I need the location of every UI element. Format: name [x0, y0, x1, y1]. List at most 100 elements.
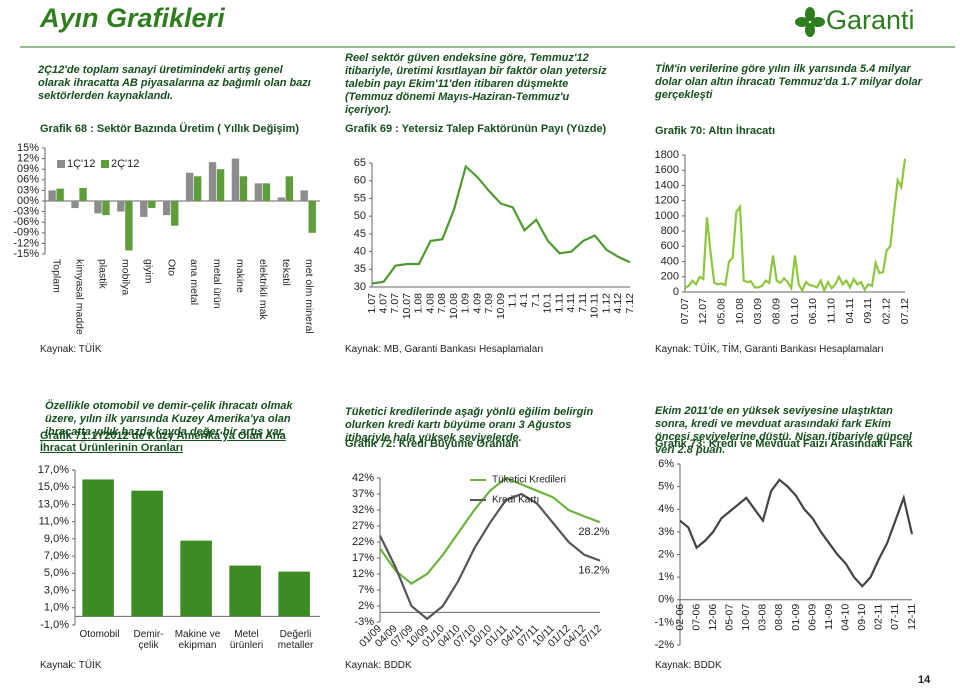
chart-title: Grafik 73: Kredi ve Mevduat Faizi Arasın…: [655, 438, 913, 450]
bar: [180, 540, 212, 617]
x-tick-label: 05.08: [715, 298, 727, 324]
x-tick-label: 08.09: [770, 298, 782, 324]
logo-text: Garanti: [826, 5, 915, 35]
chart-title: Grafik 68 : Sektör Bazında Üretim ( Yıll…: [40, 123, 299, 135]
x-tick-label: ana metal: [188, 259, 200, 305]
x-tick-label: 1.09: [460, 293, 472, 314]
y-tick-label: 2%: [658, 548, 674, 560]
x-tick-label: 02.12: [880, 298, 892, 324]
bar: [208, 162, 217, 201]
x-tick-label: 4.08: [424, 293, 436, 314]
x-tick-label: Toplam: [51, 259, 63, 293]
bar: [239, 176, 248, 201]
bar: [140, 201, 148, 217]
source: Kaynak: MB, Garanti Bankası Hesaplamalar…: [345, 344, 544, 355]
y-tick-label: 1800: [655, 149, 679, 161]
bar: [102, 201, 110, 216]
y-tick-label: 35: [354, 263, 366, 275]
y-tick-label: 13,0%: [38, 498, 69, 510]
x-tick-label: 03.09: [752, 298, 764, 324]
bar: [163, 201, 171, 216]
bar: [285, 176, 294, 201]
bar: [125, 201, 133, 251]
legend-label: Tüketici Kredileri: [492, 475, 566, 486]
x-tick-label: 06-09: [806, 604, 818, 631]
panel-text: Ekim 2011'de en yüksek seviyesine ulaştı…: [655, 405, 912, 456]
y-tick-label: 0%: [658, 594, 674, 606]
x-tick-label: 10.08: [448, 293, 460, 319]
y-tick-label: 09%: [17, 163, 39, 175]
x-tick-label: 04.11: [844, 298, 856, 324]
bar: [231, 158, 240, 201]
y-tick-label: 1600: [655, 164, 679, 176]
y-tick-label: -3%: [354, 616, 374, 628]
bar: [278, 571, 310, 617]
y-tick-label: 800: [661, 225, 679, 237]
x-tick-label: 7.07: [389, 293, 401, 314]
y-tick-label: 50: [354, 210, 366, 222]
x-tick-label: 07-11: [889, 604, 901, 630]
x-tick-label: Otomobil: [79, 629, 120, 640]
y-tick-label: 1%: [658, 571, 674, 583]
y-tick-label: 06%: [17, 174, 39, 186]
x-tick-label: 03-08: [757, 604, 769, 631]
y-tick-label: 6%: [658, 458, 674, 470]
x-tick-label: metal ürün: [211, 259, 223, 309]
y-tick-label: 5,0%: [44, 567, 69, 579]
legend-label: 1Ç'12: [67, 158, 95, 170]
y-tick-label: 32%: [352, 504, 374, 516]
bar: [185, 172, 194, 201]
bar: [71, 201, 79, 209]
x-tick-label: 10.08: [734, 298, 746, 324]
value-label: 28.2%: [578, 526, 609, 538]
x-tick-label: 7.08: [436, 293, 448, 314]
x-tick-label: 7.12: [624, 293, 636, 314]
x-tick-label: kimyasal madde: [74, 259, 86, 335]
y-tick-label: 17,0%: [38, 464, 69, 476]
x-tick-label: 1.11: [553, 293, 565, 313]
bar: [48, 190, 56, 201]
x-tick-label: 1.08: [413, 293, 425, 314]
chart-title: Grafik 70: Altın İhracatı: [655, 125, 776, 137]
bar: [277, 197, 285, 201]
y-tick-label: 15,0%: [38, 481, 69, 493]
bar: [82, 479, 114, 617]
x-tick-label: 10.07: [401, 293, 413, 319]
y-tick-label: 03%: [17, 184, 39, 196]
chart-title: Grafik 71:1Y2012 de Kuzy Amerika'ya Olan…: [40, 430, 286, 454]
y-tick-label: 3%: [658, 526, 674, 538]
bar: [193, 176, 202, 201]
y-tick-label: 200: [661, 271, 679, 283]
y-tick-label: 1200: [655, 195, 679, 207]
x-tick-label: met olm mineral: [303, 259, 315, 334]
x-tick-label: 07.07: [679, 298, 691, 324]
source: Kaynak: TÜİK: [40, 660, 102, 671]
x-tick-label: mobilya: [119, 259, 131, 295]
y-tick-label: 600: [661, 240, 679, 252]
page-title: Ayın Grafikleri: [39, 3, 225, 33]
panel-text: Tüketici kredilerinde aşağı yönlü eğilim…: [345, 406, 594, 444]
bar: [254, 183, 263, 201]
y-tick-label: 12%: [17, 153, 39, 165]
source: Kaynak: BDDK: [655, 660, 722, 671]
x-tick-label: 09-10: [856, 604, 868, 631]
panel-text: 2Ç12'de toplam sanayi üretimindeki artış…: [38, 64, 311, 102]
bar: [300, 190, 308, 201]
x-tick-label: 12-06: [707, 604, 719, 631]
bar: [94, 201, 102, 214]
line: [371, 164, 631, 285]
bar: [131, 490, 163, 617]
x-tick-label: 1.12: [600, 293, 612, 314]
legend-swatch: [57, 160, 65, 168]
y-tick-label: 400: [661, 255, 679, 267]
x-tick-label: 01.10: [789, 298, 801, 324]
legend-label: Kredi Kartı: [492, 495, 539, 506]
y-tick-label: 65: [354, 157, 366, 169]
bar: [79, 187, 87, 201]
y-tick-label: 55: [354, 192, 366, 204]
bar: [308, 201, 316, 233]
y-tick-label: 60: [354, 175, 366, 187]
y-tick-label: 40: [354, 245, 366, 257]
chart-title: Grafik 69 : Yetersiz Talep Faktörünün Pa…: [345, 123, 607, 135]
y-tick-label: -1%: [654, 616, 674, 628]
